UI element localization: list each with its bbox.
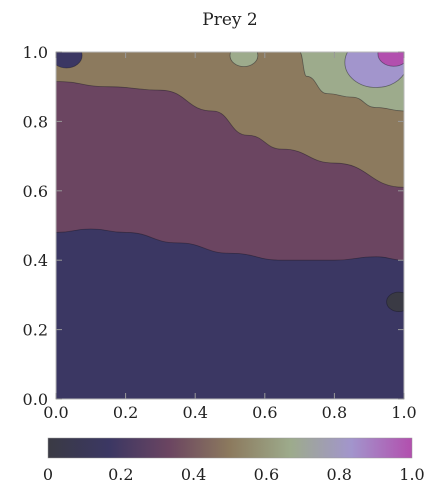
x-tick-label: 0.2 (113, 403, 138, 422)
x-tick-label: 0.6 (252, 403, 277, 422)
y-tick-label: 0.8 (23, 112, 48, 131)
colorbar-labels: 0 0.2 0.4 0.6 0.8 1.0 (43, 465, 425, 484)
x-tick-label: 0.0 (43, 403, 68, 422)
y-tick-label: 1.0 (23, 43, 48, 62)
colorbar-tick-label: 0.2 (108, 465, 133, 484)
colorbar-tick-label: 0.6 (254, 465, 279, 484)
plot-area (56, 52, 404, 399)
colorbar-tick-label: 0.4 (181, 465, 206, 484)
chart-title: Prey 2 (202, 10, 257, 30)
y-tick-label: 0.4 (23, 251, 48, 270)
y-tick-label: 0.6 (23, 182, 48, 201)
y-tick-label: 0.2 (23, 321, 48, 340)
axes: 0.00.0 0.2 0.2 0.4 0.4 0.6 0.6 0.8 0.8 1.0 1.0 (23, 43, 417, 422)
x-tick-label: 0.4 (182, 403, 207, 422)
contour-feature-low-spot (386, 291, 404, 312)
x-tick-label: 0.8 (322, 403, 347, 422)
y-tick-label: 0.0 (23, 390, 48, 409)
contour-feature-low-spot (56, 52, 83, 69)
colorbar-tick-label: 0.8 (326, 465, 351, 484)
plot-frame (55, 51, 405, 400)
colorbar (47, 437, 413, 459)
x-tick-label: 1.0 (391, 403, 416, 422)
contour-region-0.5 (56, 52, 404, 188)
contour-feature-high-spot (229, 52, 259, 68)
contour-feature-high-spot (377, 52, 404, 67)
colorbar-tick-label: 0 (43, 465, 53, 484)
colorbar-tick-label: 1.0 (399, 465, 424, 484)
